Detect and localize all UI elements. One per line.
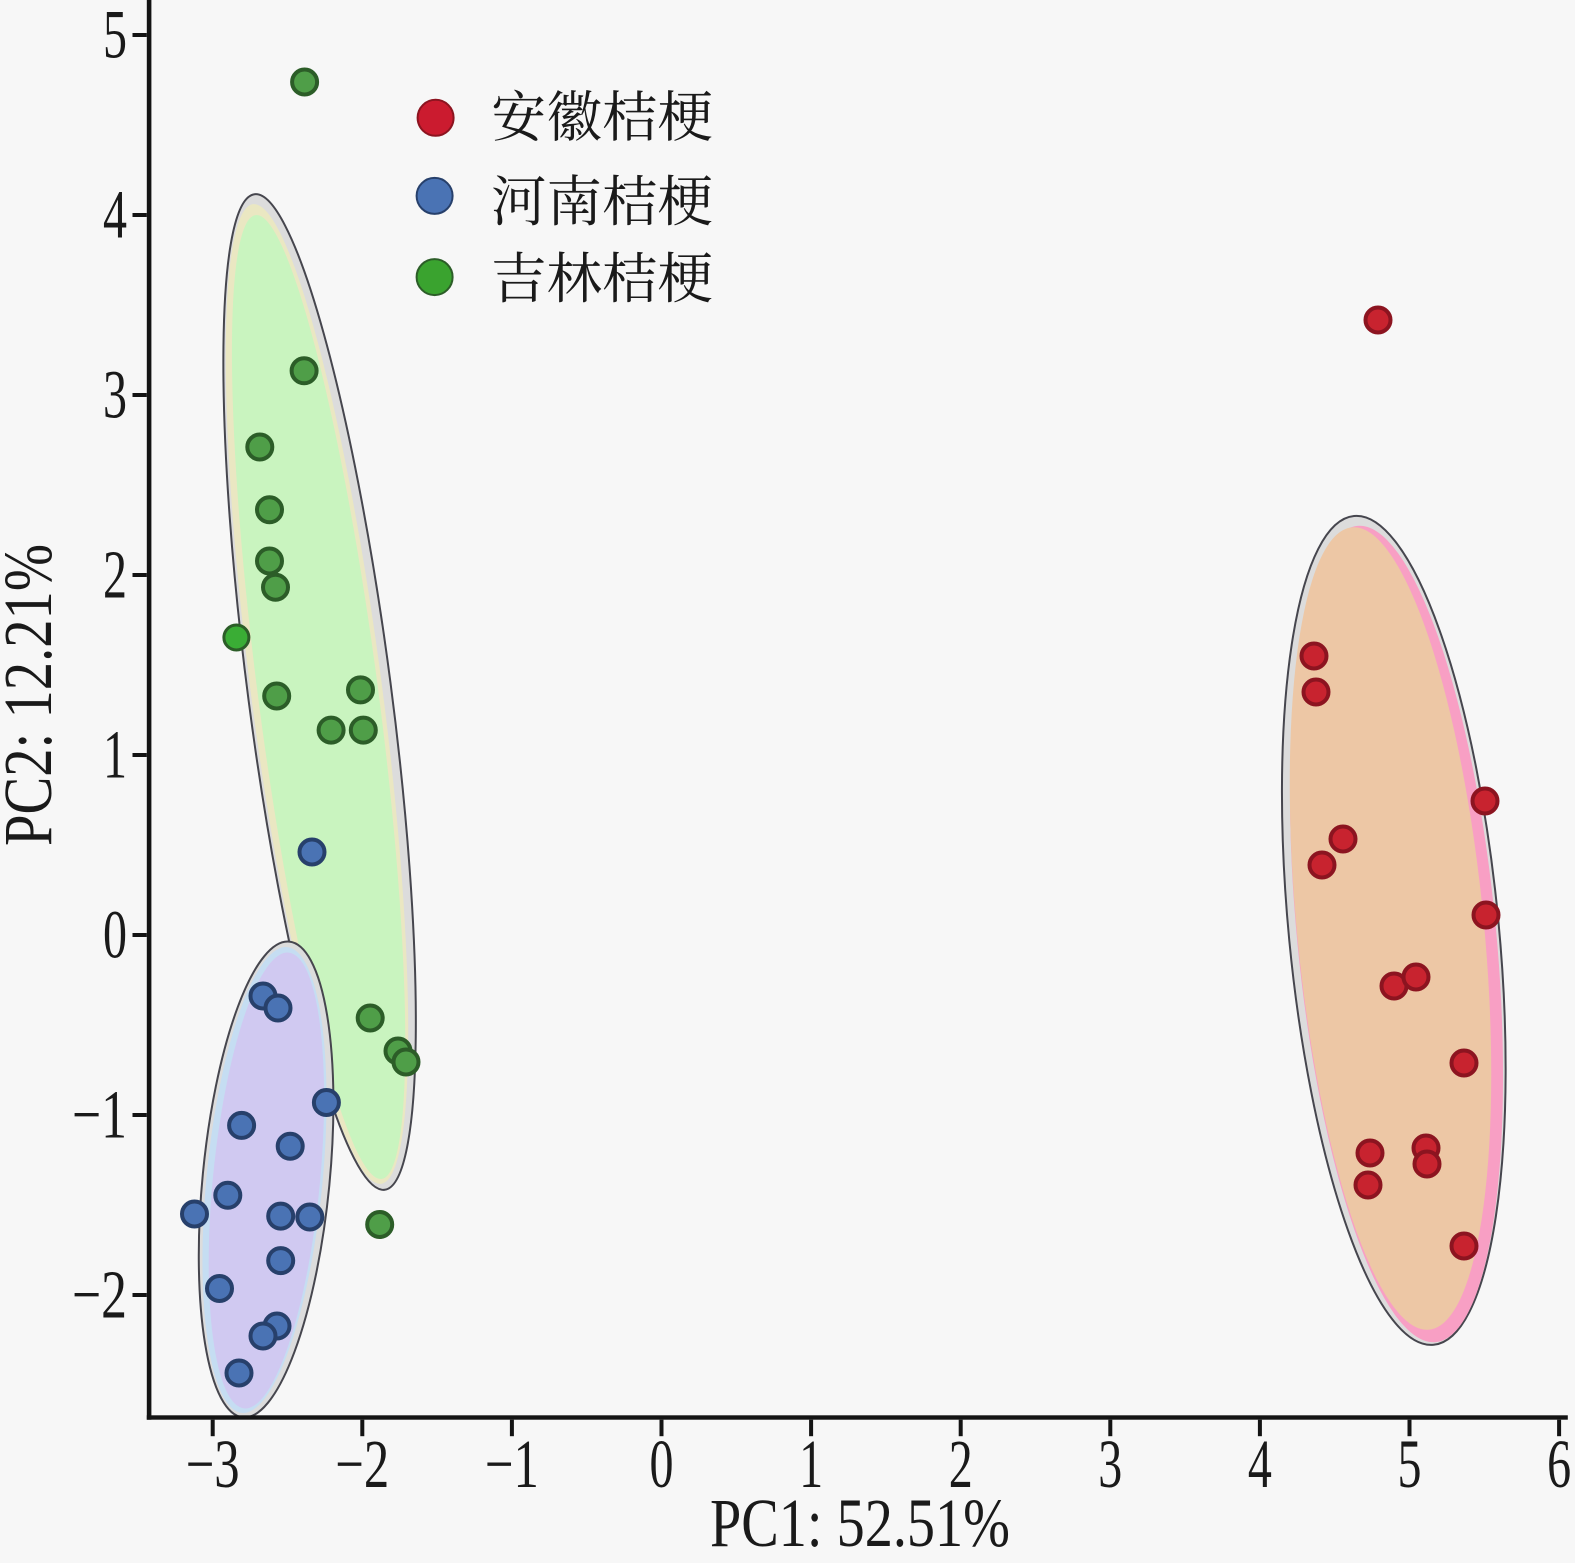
svg-text:0: 0 <box>103 897 127 973</box>
svg-text:1: 1 <box>799 1426 823 1502</box>
svg-text:1: 1 <box>103 717 127 793</box>
svg-text:−3: −3 <box>186 1426 240 1502</box>
svg-text:−2: −2 <box>72 1257 127 1333</box>
svg-text:PC2: 12.21%: PC2: 12.21% <box>0 544 66 846</box>
svg-text:3: 3 <box>103 357 127 433</box>
svg-text:6: 6 <box>1547 1426 1571 1502</box>
svg-text:−2: −2 <box>335 1426 389 1502</box>
svg-text:0: 0 <box>650 1426 674 1502</box>
svg-text:2: 2 <box>949 1426 973 1502</box>
svg-text:2: 2 <box>103 537 127 613</box>
svg-text:−1: −1 <box>485 1426 539 1502</box>
svg-text:4: 4 <box>1248 1426 1272 1502</box>
svg-text:3: 3 <box>1098 1426 1122 1502</box>
svg-text:5: 5 <box>1398 1426 1422 1502</box>
svg-text:5: 5 <box>103 0 127 73</box>
svg-text:4: 4 <box>103 177 127 253</box>
svg-text:PC1: 52.51%: PC1: 52.51% <box>710 1485 1010 1561</box>
svg-text:−1: −1 <box>72 1077 127 1153</box>
